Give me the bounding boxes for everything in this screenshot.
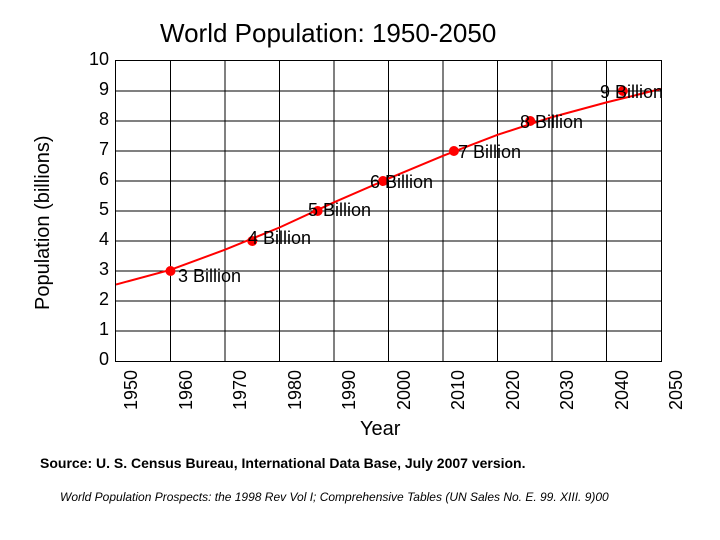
milestone-label: 6 Billion <box>370 172 433 193</box>
milestone-label: 3 Billion <box>178 266 241 287</box>
x-tick: 1970 <box>230 370 251 410</box>
x-tick: 1990 <box>339 370 360 410</box>
y-tick: 9 <box>79 79 109 100</box>
plot-area <box>115 60 662 362</box>
x-tick: 1980 <box>285 370 306 410</box>
x-tick: 2000 <box>394 370 415 410</box>
x-tick: 1960 <box>176 370 197 410</box>
y-tick: 8 <box>79 109 109 130</box>
x-tick: 2010 <box>448 370 469 410</box>
milestone-label: 9 Billion <box>600 82 663 103</box>
x-tick: 2030 <box>557 370 578 410</box>
milestone-label: 7 Billion <box>458 142 521 163</box>
chart-container: World Population: 1950-2050 Population (… <box>0 0 720 540</box>
x-tick: 2040 <box>612 370 633 410</box>
footnote-line: World Population Prospects: the 1998 Rev… <box>60 490 609 504</box>
x-tick: 2050 <box>666 370 687 410</box>
x-axis-label: Year <box>360 418 400 441</box>
y-tick: 10 <box>79 49 109 70</box>
milestone-label: 5 Billion <box>308 200 371 221</box>
x-tick: 2020 <box>503 370 524 410</box>
y-axis-label: Population (billions) <box>32 135 55 310</box>
y-tick: 7 <box>79 139 109 160</box>
y-tick: 3 <box>79 259 109 280</box>
y-tick: 5 <box>79 199 109 220</box>
y-tick: 2 <box>79 289 109 310</box>
y-tick: 0 <box>79 349 109 370</box>
milestone-label: 4 Billion <box>248 228 311 249</box>
y-tick: 1 <box>79 319 109 340</box>
y-tick: 4 <box>79 229 109 250</box>
chart-title: World Population: 1950-2050 <box>160 18 496 49</box>
milestone-label: 8 Billion <box>520 112 583 133</box>
x-tick: 1950 <box>121 370 142 410</box>
source-line: Source: U. S. Census Bureau, Internation… <box>40 455 526 471</box>
y-tick: 6 <box>79 169 109 190</box>
